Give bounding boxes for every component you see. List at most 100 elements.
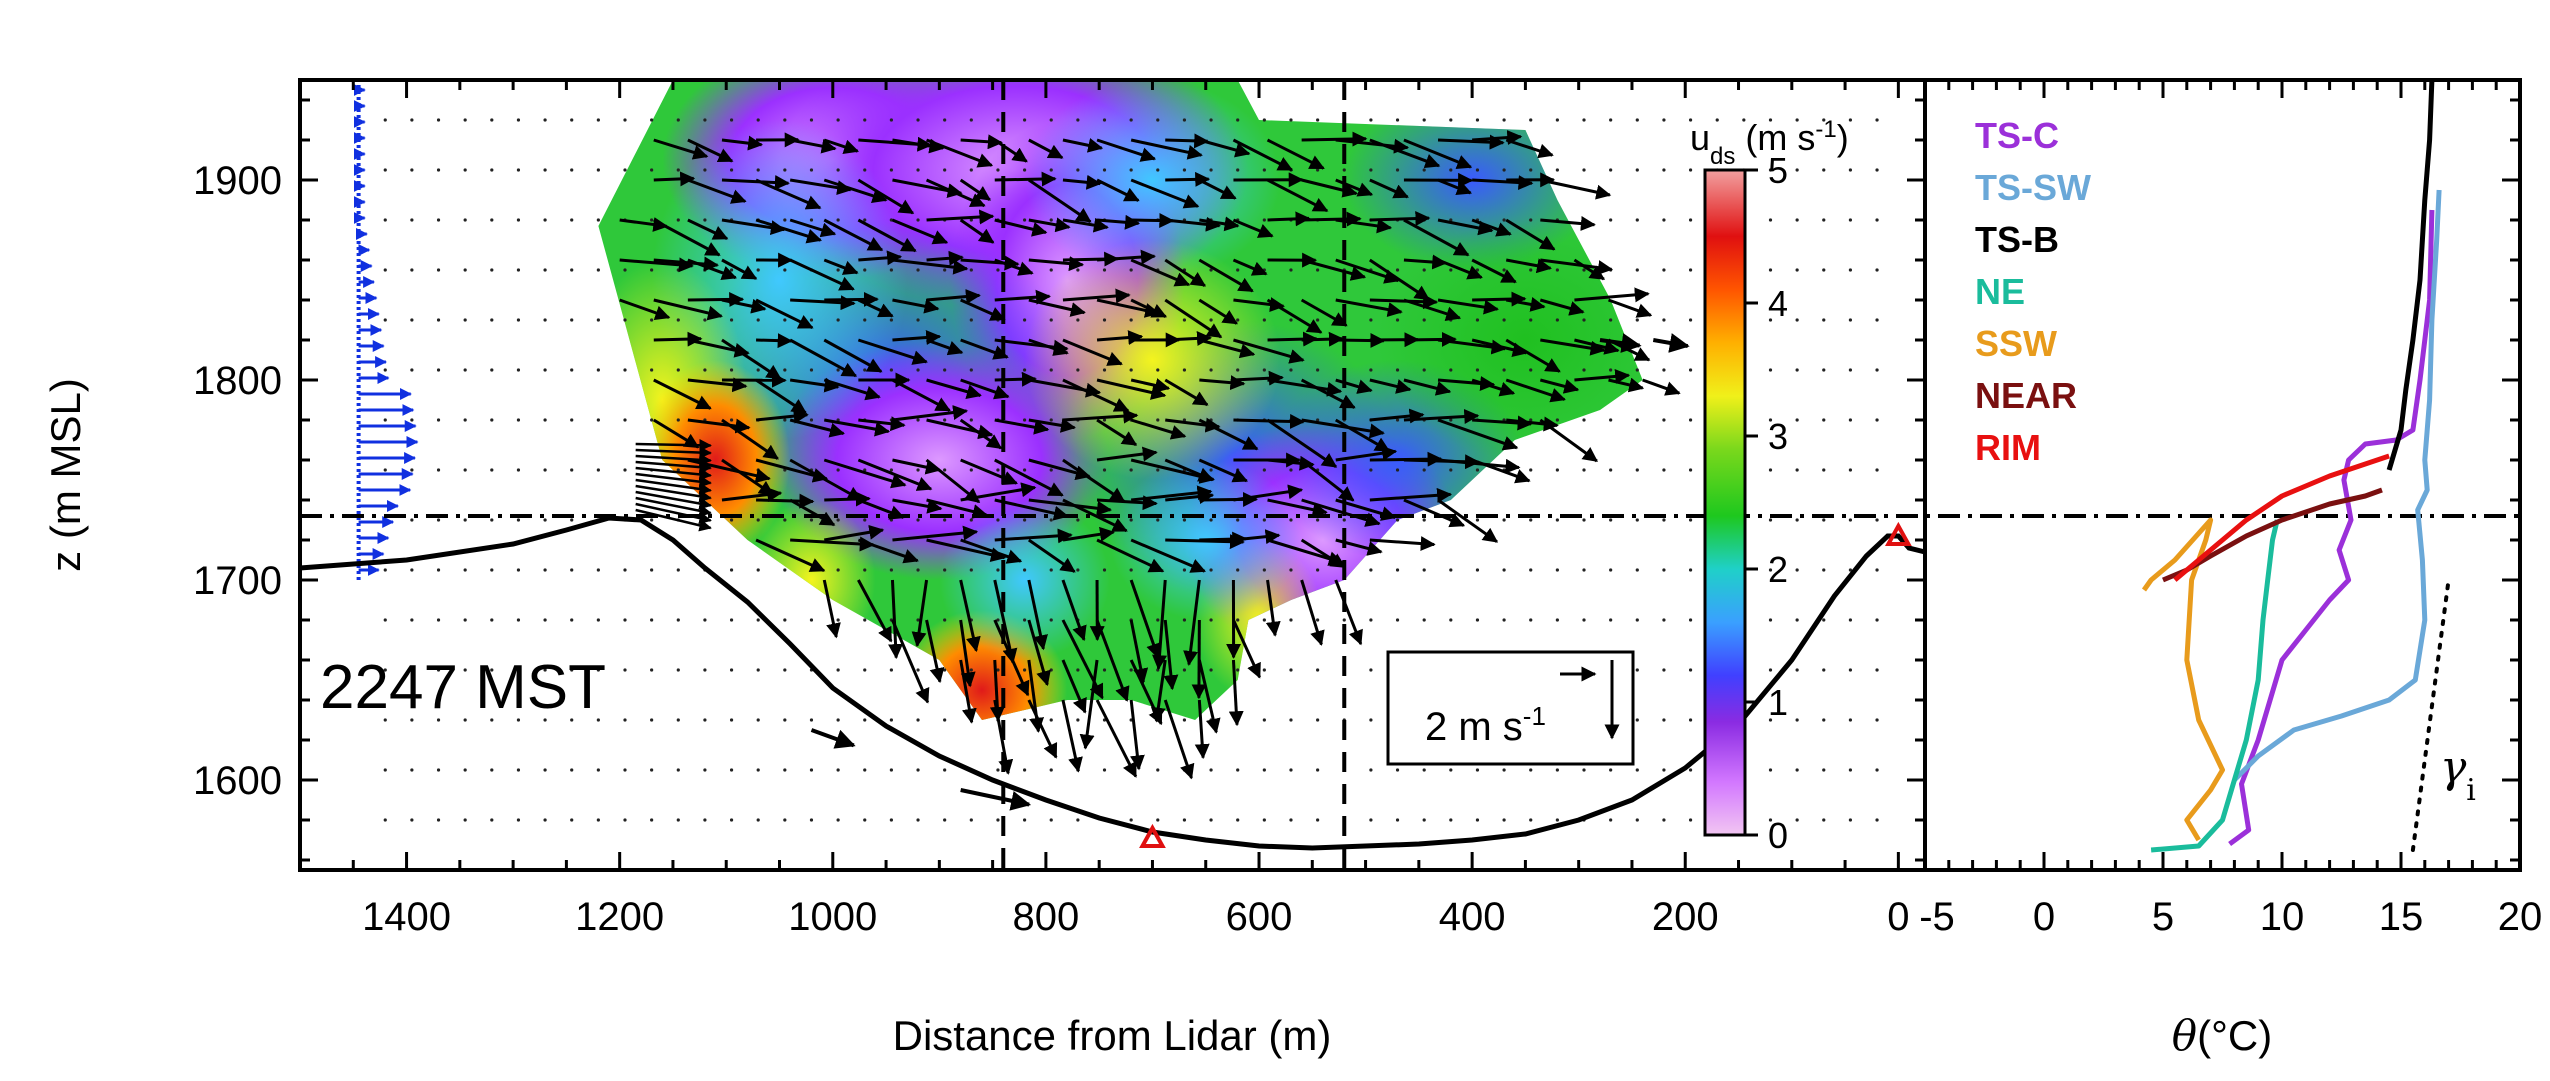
grid-dot xyxy=(836,768,840,772)
wind-vector xyxy=(721,258,758,280)
grid-dot xyxy=(490,668,494,672)
grid-dot xyxy=(809,418,814,422)
wind-vector xyxy=(653,256,719,272)
grid-dot xyxy=(1662,168,1666,172)
grid-dot xyxy=(703,818,707,822)
gamma-label: γi xyxy=(2440,742,2476,808)
grid-dot xyxy=(783,118,787,122)
grid-dot xyxy=(756,618,760,622)
wind-vector xyxy=(959,579,981,653)
y-tick-label: 1700 xyxy=(193,559,282,603)
grid-dot xyxy=(889,368,893,372)
grid-dot xyxy=(436,318,441,322)
grid-dot xyxy=(596,318,600,322)
grid-dot xyxy=(729,568,734,572)
grid-dot xyxy=(383,718,387,722)
grid-dot xyxy=(916,368,920,372)
grid-dot xyxy=(756,118,760,122)
grid-dot xyxy=(756,768,760,772)
grid-dot xyxy=(1768,568,1773,572)
wind-vector xyxy=(1403,254,1448,270)
wind-vector xyxy=(1096,178,1140,202)
wind-vector xyxy=(1608,377,1645,393)
wind-vector xyxy=(1061,619,1104,700)
field-patch xyxy=(747,500,876,660)
grid-dot xyxy=(1662,418,1666,422)
wind-vector xyxy=(1334,418,1391,453)
grid-dot xyxy=(1289,568,1293,572)
grid-dot xyxy=(1688,168,1693,172)
wind-vector xyxy=(1599,333,1642,353)
grid-dot xyxy=(1688,768,1693,772)
grid-dot xyxy=(1688,618,1693,622)
grid-dot xyxy=(1768,518,1773,522)
wind-vector xyxy=(994,528,1073,544)
wind-vector xyxy=(1233,338,1305,364)
grid-dot xyxy=(596,618,600,622)
grid-dot xyxy=(1582,268,1586,272)
grid-dot xyxy=(570,368,574,372)
grid-dot xyxy=(863,618,867,622)
wind-vector xyxy=(1198,298,1238,325)
grid-dot xyxy=(783,618,787,622)
grid-dot xyxy=(1635,368,1639,372)
grid-dot xyxy=(410,418,414,422)
grid-dot xyxy=(1422,118,1426,122)
grid-dot xyxy=(1529,518,1533,522)
grid-dot xyxy=(863,118,867,122)
theta-tick-label: 10 xyxy=(2260,895,2305,939)
grid-dot xyxy=(1262,568,1266,572)
grid-dot xyxy=(1822,368,1826,372)
grid-dot xyxy=(969,368,973,372)
grid-dot xyxy=(410,518,414,522)
grid-dot xyxy=(1822,818,1826,822)
grid-dot xyxy=(1795,468,1799,472)
grid-dot xyxy=(1768,818,1773,822)
grid-dot xyxy=(1102,668,1107,672)
grid-dot xyxy=(809,568,814,572)
lidar-markers xyxy=(1139,521,1912,848)
grid-dot xyxy=(1582,118,1586,122)
grid-dot xyxy=(1022,568,1027,572)
grid-dot xyxy=(1555,418,1559,422)
grid-dot xyxy=(729,318,734,322)
grid-dot xyxy=(1688,268,1693,272)
grid-dot xyxy=(490,168,494,172)
grid-dot xyxy=(650,368,654,372)
grid-dot xyxy=(1795,418,1799,422)
grid-dot xyxy=(1795,618,1799,622)
grid-dot xyxy=(1209,468,1213,472)
grid-dot xyxy=(1475,318,1480,322)
wind-vector xyxy=(1300,538,1346,569)
grid-dot xyxy=(1049,768,1053,772)
grid-dot xyxy=(1502,218,1506,222)
wind-vector xyxy=(653,218,721,257)
terrain-line xyxy=(299,515,1926,851)
wind-vector xyxy=(1335,445,1398,462)
grid-dot xyxy=(1422,768,1426,772)
wind-vector xyxy=(1096,378,1167,400)
grid-dot xyxy=(1742,118,1746,122)
grid-dot xyxy=(623,268,627,272)
grid-dot xyxy=(1635,518,1639,522)
grid-dot xyxy=(410,168,414,172)
fan-vector xyxy=(635,484,712,503)
wind-vector xyxy=(1130,258,1191,287)
theta-tick-label: -5 xyxy=(1919,895,1955,939)
grid-dot xyxy=(729,818,734,822)
grid-dot xyxy=(756,818,760,822)
grid-dot xyxy=(383,818,387,822)
grid-dot xyxy=(1875,368,1879,372)
grid-dot xyxy=(783,418,787,422)
grid-dot xyxy=(543,768,547,772)
grid-dot xyxy=(1395,268,1400,272)
grid-dot xyxy=(809,318,814,322)
wind-vector xyxy=(1335,138,1410,154)
grid-dot xyxy=(809,818,814,822)
grid-dot xyxy=(1609,818,1613,822)
grid-dot xyxy=(543,468,547,472)
grid-dot xyxy=(1822,168,1826,172)
grid-dot xyxy=(1049,218,1053,222)
grid-dot xyxy=(1369,568,1373,572)
